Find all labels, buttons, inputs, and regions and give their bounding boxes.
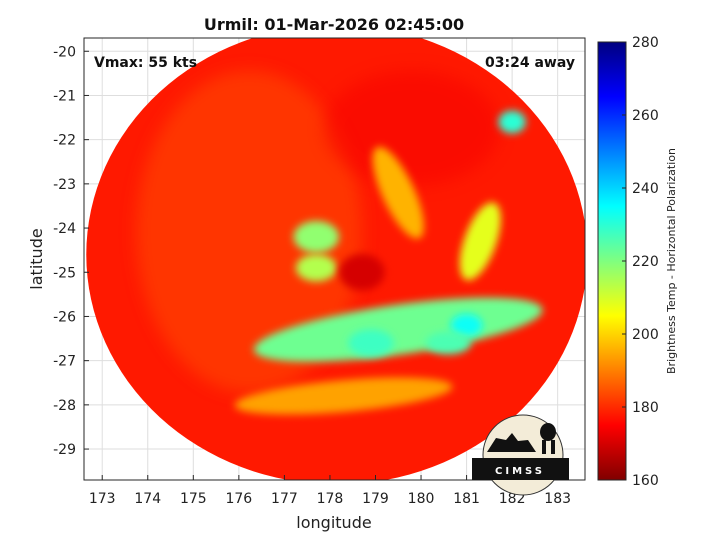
colorbar-label: Brightness Temp - Horizontal Polarizatio… — [665, 148, 678, 374]
x-tick-label: 173 — [89, 491, 116, 507]
chart-title: Urmil: 01-Mar-2026 02:45:00 — [204, 15, 464, 34]
colorbar-tick-label: 160 — [632, 473, 659, 489]
feature-cold-spot-1 — [348, 329, 394, 357]
plot-frame — [83, 37, 586, 481]
satellite-swath — [86, 38, 585, 480]
y-axis-ticks: -20 -21 -22 -23 -24 -25 -26 -27 -28 -29 — [53, 44, 89, 458]
feature-arc-east — [459, 202, 501, 281]
y-tick-label: -27 — [53, 354, 76, 370]
colorbar-tick-label: 240 — [632, 181, 659, 197]
colorbar-tick-label: 180 — [632, 400, 659, 416]
x-tick-label: 180 — [408, 491, 435, 507]
storm-features — [234, 110, 543, 415]
x-tick-label: 181 — [453, 491, 480, 507]
feature-cell-ne — [498, 110, 526, 134]
y-tick-label: -28 — [53, 398, 76, 414]
colorbar-tick-label: 280 — [632, 35, 659, 51]
y-tick-label: -23 — [53, 177, 76, 193]
x-tick-label: 179 — [362, 491, 389, 507]
x-tick-label: 183 — [544, 491, 571, 507]
colorbar-tick-label: 220 — [632, 254, 659, 270]
feature-cold-spot-2 — [450, 313, 483, 337]
feature-eyewall-north — [293, 220, 340, 253]
y-axis-label: latitude — [27, 228, 46, 289]
x-tick-label: 174 — [134, 491, 161, 507]
feature-warm-core — [339, 254, 385, 291]
colorbar: 160 180 200 220 240 260 280 Brightness Temp - … — [597, 35, 678, 489]
x-tick-label: 178 — [317, 491, 344, 507]
swath-texture — [136, 70, 362, 393]
y-tick-label: -25 — [53, 265, 76, 281]
y-tick-label: -29 — [53, 442, 76, 458]
y-tick-label: -26 — [53, 309, 76, 325]
cimss-logo: CIMSS — [472, 414, 569, 496]
colorbar-tick-label: 260 — [632, 108, 659, 124]
colorbar-gradient — [597, 41, 627, 481]
colorbar-tick-label: 200 — [632, 327, 659, 343]
feature-band-south — [253, 297, 543, 362]
x-tick-label: 177 — [271, 491, 298, 507]
y-tick-label: -21 — [53, 88, 76, 104]
y-tick-label: -24 — [53, 221, 76, 237]
feature-spiral-band — [372, 146, 424, 239]
x-tick-label: 175 — [180, 491, 207, 507]
plot-area — [83, 37, 586, 481]
feature-cold-spot-3 — [425, 331, 472, 355]
y-tick-label: -20 — [53, 44, 76, 60]
vmax-annotation: Vmax: 55 kts — [94, 55, 197, 71]
y-tick-label: -22 — [53, 133, 76, 149]
time-away-annotation: 03:24 away — [485, 55, 575, 71]
logo-text: CIMSS — [495, 466, 545, 477]
x-tick-label: 176 — [225, 491, 252, 507]
colorbar-ticks: 160 180 200 220 240 260 280 — [622, 35, 659, 489]
feature-eyewall-west — [295, 254, 337, 282]
feature-outer-band — [234, 377, 453, 415]
swath-texture — [324, 70, 500, 186]
x-axis-label: longitude — [296, 513, 371, 532]
